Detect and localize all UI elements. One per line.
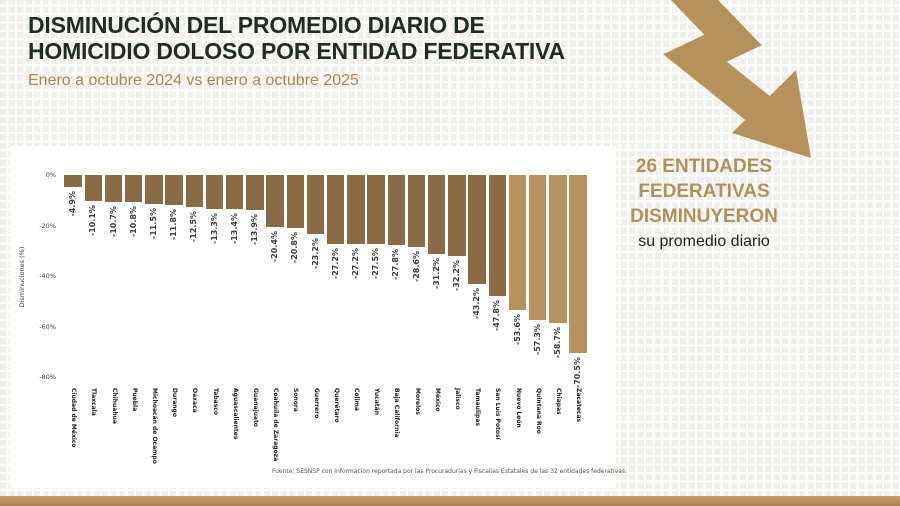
x-tick-label: Nuevo León bbox=[514, 388, 522, 428]
x-tick-label: Tamaulipas bbox=[474, 388, 482, 426]
bar-value-label: -27.2% bbox=[350, 247, 360, 279]
bar-jalisco bbox=[448, 175, 466, 257]
x-tick-label: México bbox=[433, 388, 441, 412]
callout-line2: FEDERATIVAS bbox=[638, 181, 770, 202]
x-tick-label: Colima bbox=[352, 388, 360, 411]
bar-puebla bbox=[125, 175, 143, 203]
x-tick-label: Zacatecas bbox=[575, 388, 583, 423]
bar-value-label: -10.8% bbox=[128, 206, 138, 238]
bar-value-label: -27.5% bbox=[371, 248, 381, 280]
bar-value-label: -13.3% bbox=[209, 212, 219, 244]
bar-durango bbox=[165, 175, 183, 205]
bar-value-label: -13.9% bbox=[249, 214, 259, 246]
bar-san-luis-potosí bbox=[488, 175, 506, 296]
bar-value-label: -20.8% bbox=[290, 231, 300, 263]
bar-morelos bbox=[407, 175, 426, 248]
source-note: Fuente: SESNSP con información reportada… bbox=[272, 468, 627, 475]
bar-coahuila-de-zaragoza bbox=[266, 175, 284, 227]
bar-value-label: -20.4% bbox=[270, 230, 280, 262]
bar-value-label: -23.2% bbox=[310, 237, 320, 269]
y-tick-label: 0% bbox=[45, 171, 56, 179]
zigzag-down-arrow-icon bbox=[598, 0, 838, 170]
bar-value-label: -31.2% bbox=[431, 257, 441, 289]
x-tick-label: Baja California bbox=[393, 388, 401, 438]
bar-oaxaca bbox=[185, 175, 203, 207]
bar-value-label: -43.2% bbox=[472, 288, 482, 320]
bar-value-label: -10.7% bbox=[108, 206, 118, 238]
x-tick-label: Sonora bbox=[292, 388, 300, 412]
bar-value-label: -57.3% bbox=[532, 323, 542, 355]
bar-tamaulipas bbox=[468, 175, 486, 285]
x-tick-label: Tabasco bbox=[211, 388, 219, 415]
x-tick-label: Guerrero bbox=[312, 388, 320, 419]
callout-block: 26 ENTIDADES FEDERATIVAS DISMINUYERON su… bbox=[608, 154, 800, 253]
bar-value-label: -27.2% bbox=[330, 247, 340, 279]
bar-sonora bbox=[286, 175, 304, 228]
bar-tabasco bbox=[205, 175, 224, 209]
bar-nuevo-león bbox=[508, 175, 527, 311]
x-tick-label: Yucatán bbox=[373, 388, 381, 415]
x-tick-label: Aguascalientes bbox=[231, 388, 239, 440]
bar-chiapas bbox=[549, 175, 567, 324]
x-tick-label: Guanajuato bbox=[251, 388, 259, 427]
callout-line1: 26 ENTIDADES bbox=[635, 156, 773, 177]
bar-michoacán-de-ocampo bbox=[145, 175, 163, 205]
bar-querétaro bbox=[327, 175, 345, 244]
bar-value-label: -4.9% bbox=[68, 191, 78, 217]
bar-value-label: -58.7% bbox=[552, 327, 562, 359]
callout-line3: DISMINUYERON bbox=[630, 206, 778, 227]
callout-line4: su promedio diario bbox=[638, 233, 770, 250]
page-title-line2: HOMICIDIO DOLOSO POR ENTIDAD FEDERATIVA bbox=[28, 38, 565, 64]
bar-zacatecas bbox=[569, 175, 587, 353]
x-tick-label: Coahuila de Zaragoza bbox=[272, 388, 280, 462]
x-tick-label: Durango bbox=[171, 388, 179, 417]
bar-value-label: -13.4% bbox=[229, 212, 239, 244]
bar-yucatán bbox=[367, 175, 385, 245]
x-tick-label: Querétaro bbox=[332, 388, 340, 423]
y-tick-label: -60% bbox=[39, 322, 56, 331]
bar-guanajuato bbox=[246, 175, 264, 211]
bar-chihuahua bbox=[104, 175, 123, 203]
x-tick-label: Oaxaca bbox=[191, 388, 199, 413]
x-tick-label: Michoacán de Ocampo bbox=[150, 388, 158, 464]
bar-value-label: -32.2% bbox=[451, 260, 461, 292]
y-tick-label: -20% bbox=[39, 221, 56, 230]
x-tick-label: Morelos bbox=[413, 388, 421, 415]
x-tick-label: Jalisco bbox=[453, 388, 461, 410]
bar-aguascalientes bbox=[226, 175, 244, 209]
x-tick-label: Chiapas bbox=[554, 388, 562, 415]
bar-value-label: -53.6% bbox=[512, 314, 522, 346]
bottom-accent-strip bbox=[0, 496, 900, 506]
bar-value-label: -11.5% bbox=[148, 208, 158, 240]
bar-tlaxcala bbox=[84, 175, 102, 201]
page-title-line1: DISMINUCIÓN DEL PROMEDIO DIARIO DE bbox=[28, 12, 485, 38]
bar-value-label: -10.1% bbox=[88, 204, 98, 236]
y-tick-label: -40% bbox=[39, 272, 56, 280]
bar-colima bbox=[347, 175, 365, 244]
bar-value-label: -47.8% bbox=[492, 299, 502, 331]
page-title: DISMINUCIÓN DEL PROMEDIO DIARIO DE HOMIC… bbox=[28, 12, 628, 64]
x-tick-label: Ciudad de México bbox=[70, 388, 78, 448]
page-subtitle: Enero a octubre 2024 vs enero a octubre … bbox=[28, 72, 359, 89]
bar-méxico bbox=[428, 175, 446, 254]
y-tick-label: -80% bbox=[39, 373, 56, 381]
bar-value-label: -27.8% bbox=[391, 249, 401, 281]
bar-value-label: -12.5% bbox=[189, 210, 199, 242]
bar-guerrero bbox=[306, 175, 325, 234]
x-tick-label: Puebla bbox=[130, 388, 138, 412]
bar-baja-california bbox=[387, 175, 405, 246]
x-tick-label: Quintana Roo bbox=[534, 388, 542, 434]
bar-value-label: -28.6% bbox=[411, 251, 421, 283]
x-tick-label: San Luis Potosí bbox=[494, 388, 502, 440]
bar-value-label: -11.8% bbox=[169, 208, 179, 240]
x-tick-label: Chihuahua bbox=[110, 388, 118, 424]
bar-ciudad-de-méxico bbox=[64, 175, 82, 188]
bar-quintana-roo bbox=[529, 175, 547, 320]
x-tick-label: Tlaxcala bbox=[90, 388, 98, 416]
